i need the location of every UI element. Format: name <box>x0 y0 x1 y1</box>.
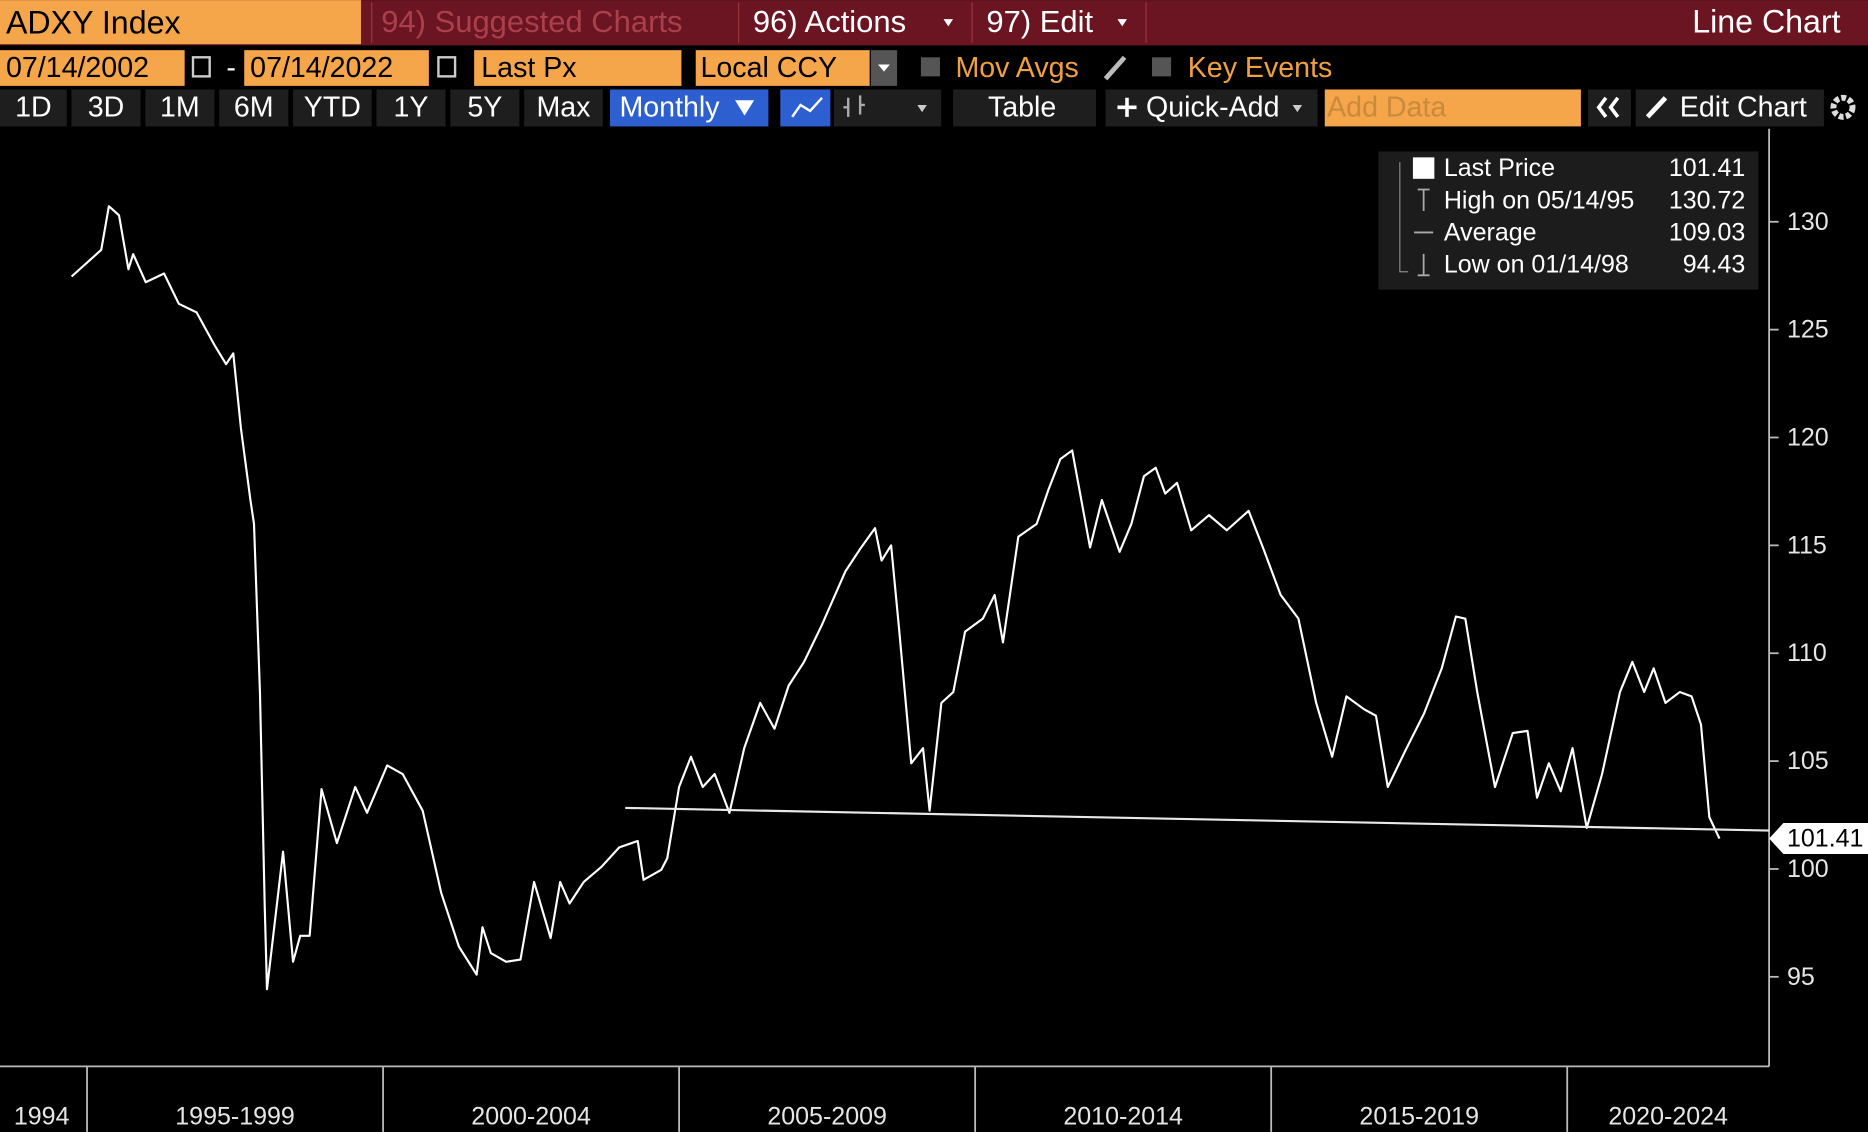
add-data-box[interactable] <box>1324 89 1581 127</box>
x-tick-label: 2020-2024 <box>1608 1102 1728 1130</box>
security: ADXY Index <box>6 5 181 41</box>
actions-menu[interactable]: 96) Actions <box>753 4 906 39</box>
legend-value: 101.41 <box>1669 154 1745 182</box>
field-box[interactable] <box>474 50 682 86</box>
range-button[interactable] <box>0 89 67 127</box>
table: Table <box>988 91 1056 123</box>
range-label: 1D <box>15 91 52 123</box>
line-icon <box>791 97 823 118</box>
legend-swatch <box>1412 157 1435 179</box>
edit-chart: Edit Chart <box>1680 91 1807 123</box>
dropdown-arrow <box>943 19 954 27</box>
range-label: Max <box>536 91 590 123</box>
add-data: Add Data <box>1327 91 1446 123</box>
legend-label: Average <box>1444 218 1537 246</box>
range-button[interactable] <box>450 89 520 127</box>
quick-add: Quick-Add <box>1146 91 1279 123</box>
dropdown-arrow <box>1117 19 1127 27</box>
bar-icon <box>843 95 865 117</box>
end-date: 07/14/2022 <box>250 52 393 84</box>
range-label: 6M <box>234 91 274 123</box>
calendar-icon[interactable] <box>191 56 211 78</box>
bar-style-button[interactable] <box>833 89 942 127</box>
range-button[interactable] <box>376 89 446 127</box>
range-button[interactable] <box>524 89 603 127</box>
dropdown-arrow <box>878 64 890 72</box>
price-line <box>70 205 1721 991</box>
range-label: 5Y <box>467 91 502 123</box>
legend-value: 94.43 <box>1683 251 1746 279</box>
settings-icon[interactable] <box>1830 94 1856 120</box>
pencil-icon <box>1645 96 1668 119</box>
end-date-box[interactable] <box>244 50 429 86</box>
mov-avgs: Mov Avgs <box>955 52 1078 84</box>
x-tick-label: 2015-2019 <box>1359 1102 1479 1130</box>
y-tick-label: 125 <box>1787 316 1829 344</box>
dropdown-arrow <box>1292 104 1303 113</box>
x-tick-label: 2000-2004 <box>471 1102 591 1130</box>
security-box[interactable] <box>0 0 361 45</box>
range-label: 3D <box>88 91 125 123</box>
key-events: Key Events <box>1188 52 1333 84</box>
edit-chart-button[interactable] <box>1635 89 1824 127</box>
y-tick-label: 110 <box>1787 639 1827 667</box>
edit-menu[interactable]: 97) Edit <box>986 4 1093 39</box>
currency: Local CCY <box>701 52 838 84</box>
date-separator: - <box>226 52 236 84</box>
trend-line <box>625 806 1770 832</box>
y-tick-label: 100 <box>1787 855 1829 883</box>
y-tick-label: 95 <box>1787 963 1815 991</box>
range-button[interactable] <box>145 89 215 127</box>
collapse-icon <box>1596 96 1620 118</box>
legend-icon <box>1417 188 1430 211</box>
x-tick-label: 1995-1999 <box>175 1102 295 1130</box>
y-tick-label: 105 <box>1787 747 1829 775</box>
pencil-icon[interactable] <box>1103 55 1127 81</box>
range-buttons: 1D 3D 1M 6M YTD 1Y 5Y Max <box>0 89 603 127</box>
legend-icon <box>1417 253 1430 277</box>
table-button[interactable] <box>953 89 1097 127</box>
x-tick-label: 2010-2014 <box>1063 1102 1183 1130</box>
x-tick-label: 1994 <box>14 1102 70 1130</box>
plus-icon <box>1117 97 1137 117</box>
field: Last Px <box>481 52 576 84</box>
dropdown-arrow <box>735 100 755 116</box>
legend <box>1378 151 1759 290</box>
y-tick-label: 120 <box>1787 423 1829 451</box>
start-date-box[interactable] <box>0 50 185 86</box>
y-tick-label: 115 <box>1787 531 1827 559</box>
range-label: 1Y <box>394 91 429 123</box>
legend-label: Last Price <box>1444 154 1555 182</box>
range-button[interactable] <box>219 89 289 127</box>
start-date: 07/14/2002 <box>6 52 149 84</box>
frequency: Monthly <box>619 91 720 123</box>
legend-bracket <box>1399 162 1409 273</box>
suggested-charts[interactable]: 94) Suggested Charts <box>381 4 682 39</box>
dropdown-arrow <box>917 104 927 113</box>
legend-label: High on 05/14/95 <box>1444 186 1634 214</box>
y-tick-label: 130 <box>1787 208 1829 236</box>
quick-add-button[interactable] <box>1105 89 1318 127</box>
chart: 95 100 105 110 115 120 125 130 1994 1995-1999 2000… <box>0 128 1868 1132</box>
chart-kind: Line Chart <box>1692 4 1840 40</box>
currency-box[interactable] <box>695 50 870 86</box>
legend-value: 130.72 <box>1669 186 1745 214</box>
calendar-icon[interactable] <box>437 56 457 78</box>
checkbox[interactable] <box>920 57 940 77</box>
last-price-tag <box>1769 823 1868 855</box>
range-button[interactable] <box>293 89 372 127</box>
range-label: YTD <box>304 91 361 123</box>
last-price-label: 101.41 <box>1787 825 1863 853</box>
x-tick-label: 2005-2009 <box>767 1102 887 1130</box>
range-button[interactable] <box>71 89 141 127</box>
legend-label: Low on 01/14/98 <box>1444 251 1629 279</box>
checkbox[interactable] <box>1152 57 1172 77</box>
range-label: 1M <box>160 91 200 123</box>
legend-value: 109.03 <box>1669 218 1745 246</box>
